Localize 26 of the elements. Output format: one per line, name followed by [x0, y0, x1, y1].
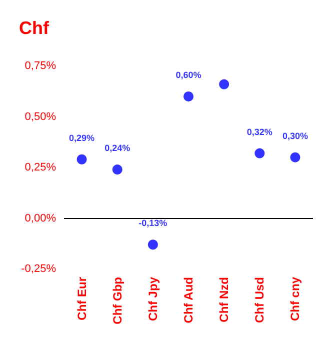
x-tick-label: Chf Jpy — [146, 276, 160, 322]
x-tick-label: Chf Gbp — [110, 277, 124, 324]
x-tick-label: Chf Aud — [182, 277, 196, 324]
y-tick-label: 0,75% — [24, 60, 56, 72]
point — [184, 91, 194, 102]
data-label: 0,60% — [176, 70, 202, 80]
data-label: 0,29% — [69, 132, 95, 143]
point — [219, 79, 230, 90]
data-label: 0,30% — [282, 130, 308, 141]
y-tick-label: 0,50% — [24, 110, 56, 123]
x-tick-label: Chf cny — [288, 276, 302, 322]
x-tick-label: Chf Eur — [74, 276, 89, 320]
y-tick-label: 0,00% — [24, 212, 56, 224]
point — [254, 148, 265, 158]
data-label: 0,32% — [246, 126, 272, 137]
x-tick-label: Chf Nzd — [217, 277, 232, 322]
point — [76, 154, 87, 164]
chart-title: Chf — [19, 18, 50, 38]
x-tick-label: Chf Usd — [252, 277, 267, 323]
y-tick-label: 0,25% — [24, 162, 56, 174]
point — [112, 164, 122, 175]
point — [290, 152, 300, 162]
point — [148, 240, 158, 250]
y-tick-label: -0,25% — [21, 263, 56, 275]
data-label: -0,13% — [138, 218, 168, 228]
data-label: 0,24% — [104, 143, 130, 154]
